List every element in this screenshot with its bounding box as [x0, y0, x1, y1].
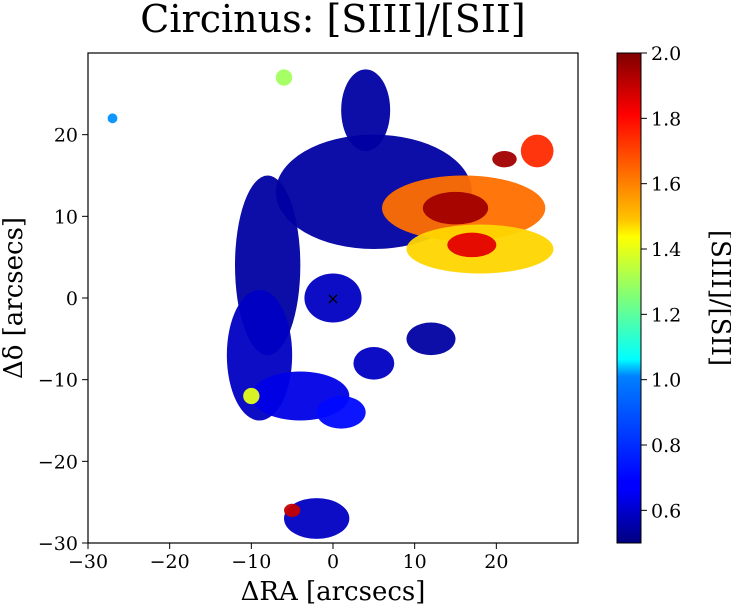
region-nucleus — [304, 273, 362, 323]
colorbar-ticks: 0.6 0.8 1.0 1.2 1.4 1.6 1.8 2.0 — [641, 43, 681, 522]
colorbar-tick-label: 1.2 — [651, 304, 681, 326]
x-tick-label: −30 — [68, 551, 108, 573]
colorbar-tick-label: 2.0 — [651, 43, 681, 65]
y-tick-label: 20 — [54, 125, 78, 147]
x-tick-label: 0 — [327, 551, 339, 573]
nucleus-marker: × — [326, 289, 339, 308]
region-east-patch — [406, 322, 456, 356]
colorbar — [616, 52, 642, 544]
region-nw-speck — [107, 113, 118, 124]
y-tick-label: −20 — [38, 451, 78, 473]
region-arc-south-east — [316, 396, 366, 429]
x-tick-label: −20 — [150, 551, 190, 573]
region-se-patch — [353, 347, 395, 380]
y-tick-label: 0 — [66, 288, 78, 310]
y-axis-ticks: −30 −20 −10 0 10 20 — [38, 125, 88, 555]
colorbar-tick-label: 1.8 — [651, 108, 681, 130]
region-south-blob-knot — [284, 503, 301, 517]
region-north-plume — [341, 69, 391, 151]
y-tick-label: −30 — [38, 533, 78, 555]
colorbar-tick-label: 1.0 — [651, 370, 681, 392]
region-ne-cone-core — [422, 191, 489, 225]
colorbar-tick-label: 0.8 — [651, 435, 681, 457]
y-tick-label: 10 — [54, 206, 78, 228]
x-tick-label: 10 — [403, 551, 427, 573]
y-axis-label: Δδ [arcsecs] — [0, 217, 29, 379]
region-north-speck — [275, 69, 293, 86]
colorbar-tick-label: 1.4 — [651, 239, 681, 261]
chart-title: Circinus: [SIII]/[SII] — [140, 0, 525, 41]
colorbar-tick-label: 0.6 — [651, 500, 681, 522]
x-axis-ticks: −30 −20 −10 0 10 20 — [68, 543, 508, 573]
region-ne-knot-1 — [492, 151, 517, 168]
region-ne-knot-2 — [520, 134, 554, 168]
x-tick-label: 20 — [484, 551, 508, 573]
region-w-knot — [243, 387, 260, 405]
y-tick-label: −10 — [38, 370, 78, 392]
region-e-cone-core — [447, 232, 497, 258]
heatmap-regions — [107, 69, 554, 539]
x-axis-label: ΔRA [arcsecs] — [241, 577, 426, 606]
colorbar-label: [SIII]/[SII] — [705, 230, 731, 366]
colorbar-tick-label: 1.6 — [651, 174, 681, 196]
x-tick-label: −10 — [231, 551, 271, 573]
plot-area: × — [87, 52, 579, 544]
region-south-blob — [284, 498, 350, 539]
